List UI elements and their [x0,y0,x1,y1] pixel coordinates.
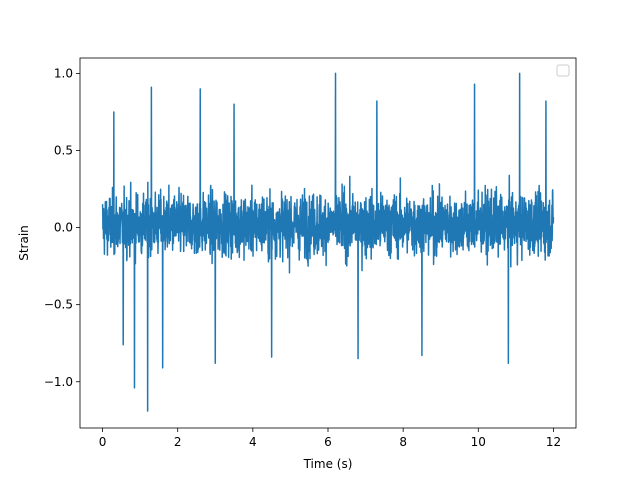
x-tick-label: 12 [546,435,561,449]
x-tick-label: 8 [399,435,407,449]
y-tick-label: 0.5 [54,144,73,158]
y-tick-label: 0.0 [54,221,73,235]
x-axis-label: Time (s) [303,457,353,471]
plot-area [101,72,555,412]
x-tick-label: 4 [249,435,257,449]
y-axis-ticks: 1.0 0.5 0.0 −0.5 −1.0 [44,66,80,389]
y-tick-label: 1.0 [54,66,73,80]
strain-series-line [101,72,555,412]
y-tick-label: −1.0 [44,375,73,389]
x-tick-label: 0 [99,435,107,449]
x-tick-label: 10 [471,435,486,449]
legend-box [556,64,570,77]
x-axis-ticks: 0 2 4 6 8 10 12 [99,428,561,449]
x-tick-label: 2 [174,435,182,449]
x-tick-label: 6 [324,435,332,449]
y-axis-label: Strain [17,225,31,261]
y-tick-label: −0.5 [44,298,73,312]
